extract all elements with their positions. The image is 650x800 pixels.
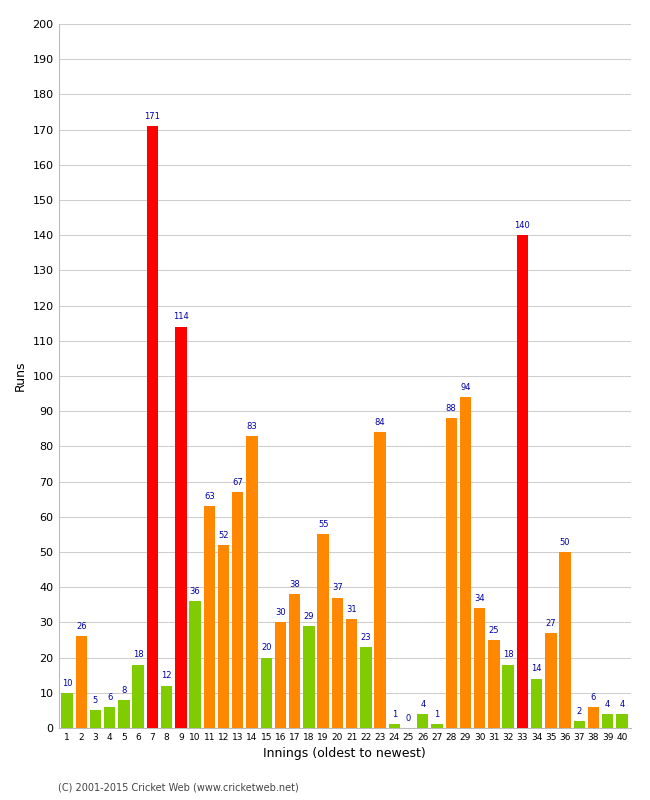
Text: 6: 6 (107, 693, 112, 702)
Text: 18: 18 (503, 650, 514, 659)
Bar (104, 707, 116, 728)
Text: 94: 94 (460, 383, 471, 392)
Text: 114: 114 (173, 313, 188, 322)
Bar (246, 436, 257, 728)
Text: 26: 26 (76, 622, 86, 631)
Text: 34: 34 (474, 594, 485, 603)
Text: 12: 12 (161, 671, 172, 681)
Bar (560, 552, 571, 728)
Text: 5: 5 (93, 696, 98, 705)
Text: 38: 38 (289, 580, 300, 589)
Bar (346, 619, 358, 728)
Text: (C) 2001-2015 Cricket Web (www.cricketweb.net): (C) 2001-2015 Cricket Web (www.cricketwe… (58, 782, 299, 792)
Text: 63: 63 (204, 492, 214, 501)
Text: 0: 0 (406, 714, 411, 722)
Bar (545, 633, 556, 728)
Text: 83: 83 (246, 422, 257, 430)
Text: 50: 50 (560, 538, 570, 546)
Bar (317, 534, 329, 728)
Bar (289, 594, 300, 728)
Bar (133, 665, 144, 728)
Bar (517, 235, 528, 728)
Bar (432, 725, 443, 728)
Text: 10: 10 (62, 678, 72, 687)
Text: 1: 1 (434, 710, 439, 719)
Bar (261, 658, 272, 728)
Bar (573, 721, 585, 728)
Bar (445, 418, 457, 728)
Bar (602, 714, 614, 728)
Y-axis label: Runs: Runs (14, 361, 27, 391)
Text: 25: 25 (489, 626, 499, 634)
X-axis label: Innings (oldest to newest): Innings (oldest to newest) (263, 747, 426, 761)
Text: 6: 6 (591, 693, 596, 702)
Text: 8: 8 (122, 686, 127, 694)
Text: 140: 140 (515, 221, 530, 230)
Bar (531, 678, 542, 728)
Text: 4: 4 (619, 700, 625, 709)
Bar (161, 686, 172, 728)
Bar (275, 622, 286, 728)
Text: 84: 84 (375, 418, 385, 427)
Bar (474, 608, 486, 728)
Bar (389, 725, 400, 728)
Bar (147, 126, 158, 728)
Bar (374, 432, 385, 728)
Text: 37: 37 (332, 583, 343, 593)
Bar (488, 640, 500, 728)
Bar (502, 665, 514, 728)
Bar (417, 714, 428, 728)
Text: 52: 52 (218, 530, 229, 540)
Bar (75, 637, 87, 728)
Text: 88: 88 (446, 404, 456, 413)
Bar (61, 693, 73, 728)
Text: 171: 171 (144, 112, 161, 121)
Text: 29: 29 (304, 612, 314, 621)
Bar (218, 545, 229, 728)
Text: 14: 14 (531, 665, 542, 674)
Text: 1: 1 (392, 710, 397, 719)
Text: 2: 2 (577, 706, 582, 716)
Bar (460, 397, 471, 728)
Bar (332, 598, 343, 728)
Bar (90, 710, 101, 728)
Text: 27: 27 (545, 618, 556, 628)
Text: 55: 55 (318, 520, 328, 529)
Bar (304, 626, 315, 728)
Bar (616, 714, 628, 728)
Bar (232, 492, 244, 728)
Bar (118, 700, 129, 728)
Text: 23: 23 (361, 633, 371, 642)
Text: 4: 4 (420, 700, 425, 709)
Bar (189, 602, 201, 728)
Text: 31: 31 (346, 605, 357, 614)
Bar (588, 707, 599, 728)
Text: 36: 36 (190, 587, 200, 596)
Bar (203, 506, 215, 728)
Bar (360, 647, 372, 728)
Text: 30: 30 (275, 608, 286, 617)
Text: 20: 20 (261, 643, 272, 652)
Bar (176, 326, 187, 728)
Text: 67: 67 (233, 478, 243, 487)
Text: 4: 4 (605, 700, 610, 709)
Text: 18: 18 (133, 650, 144, 659)
